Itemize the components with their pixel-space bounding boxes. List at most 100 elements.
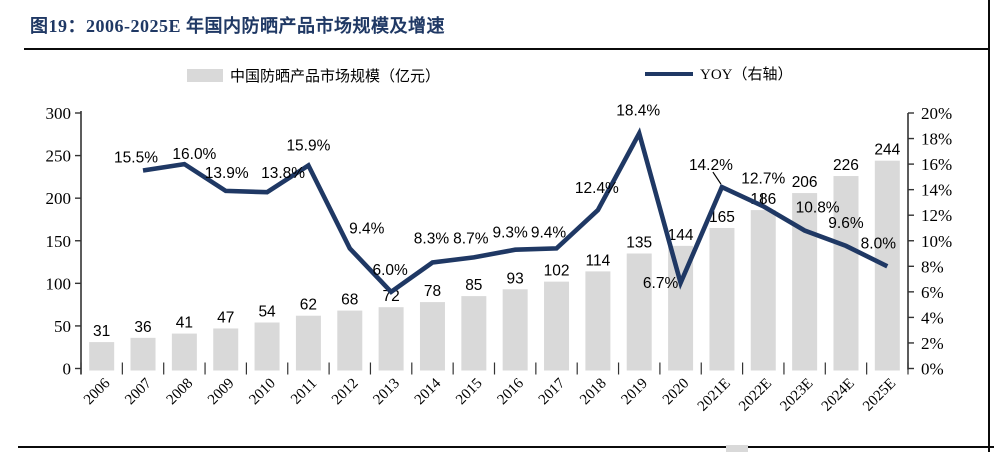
legend-item-market-size: 中国防晒产品市场规模（亿元） [187,65,440,86]
bar-2017 [544,281,570,371]
right-axis-tick-label: 2% [921,334,944,353]
bar-2024E [833,176,859,371]
bar-2007 [130,337,156,371]
x-axis-label-2009: 2009 [205,376,238,409]
x-axis-label-2022E: 2022E [736,376,775,415]
yoy-value-label-2009: 13.9% [205,165,249,182]
left-axis-tick-label: 250 [46,147,72,166]
yoy-value-label-2014: 8.3% [414,230,450,247]
bar-value-label-2016: 93 [507,270,524,287]
bottom-border-notch [726,445,748,452]
yoy-value-label-2019: 18.4% [616,102,660,119]
left-axis-tick-label: 200 [46,189,72,208]
bar-value-label-2012: 68 [341,292,358,309]
left-axis-tick-label: 0 [63,360,72,379]
yoy-value-label-2011: 15.9% [286,137,330,154]
x-axis-label-2023E: 2023E [777,376,816,415]
right-axis-tick-label: 6% [921,283,944,302]
bar-value-label-2020: 144 [668,227,694,244]
bar-series-swatch-icon [187,69,223,82]
bar-value-label-2010: 54 [258,304,276,321]
yoy-value-label-2008: 16.0% [172,146,216,163]
legend-yoy-label: YOY（右轴） [700,67,793,83]
bar-2006 [89,342,115,371]
x-axis-label-2024E: 2024E [819,376,858,415]
right-axis-tick-label: 0% [921,360,944,379]
bar-value-label-2006: 31 [93,323,110,340]
right-axis-tick-label: 14% [921,181,952,200]
yoy-value-label-2022E: 12.7% [741,170,785,187]
bar-value-label-2025E: 244 [874,142,900,159]
panel-right-border [988,0,990,452]
bar-2021E [709,227,735,371]
bar-2013 [378,307,404,371]
right-axis-tick-label: 8% [921,257,944,276]
yoy-value-label-2024E: 9.6% [828,215,864,232]
right-axis-tick-label: 18% [921,130,952,149]
left-axis-tick-label: 100 [46,274,72,293]
bar-value-label-2019: 135 [626,235,652,252]
yoy-value-label-2025E: 8.0% [861,235,897,252]
bar-value-label-2011: 62 [300,297,317,314]
x-axis-label-2019: 2019 [619,376,652,409]
legend-market-size-label: 中国防晒产品市场规模（亿元） [230,69,441,85]
bar-2018 [585,271,611,371]
left-axis-tick-label: 300 [46,104,72,123]
bar-2022E [750,210,776,371]
yoy-value-label-2013: 6.0% [372,262,408,279]
bar-value-label-2007: 36 [134,319,151,336]
left-axis-tick-label: 150 [46,232,72,251]
yoy-value-label-2020: 6.7% [643,275,679,292]
x-axis-label-2010: 2010 [246,376,279,409]
line-series-swatch-icon [645,71,693,76]
yoy-value-label-2010: 13.8% [261,165,305,182]
x-axis-label-2017: 2017 [536,375,569,408]
right-axis-tick-label: 12% [921,206,952,225]
x-axis-label-2018: 2018 [577,376,610,409]
bar-2019 [626,253,652,371]
x-axis-label-2016: 2016 [494,375,527,408]
panel-bottom-border [18,446,994,448]
x-axis-label-2012: 2012 [329,376,362,409]
x-axis-label-2015: 2015 [453,376,486,409]
yoy-value-label-2021E: 14.2% [689,157,733,174]
bar-value-label-2008: 41 [176,315,193,332]
x-axis-label-2020: 2020 [660,376,693,409]
bar-2015 [461,296,487,371]
bar-value-label-2013: 72 [383,288,400,305]
bar-value-label-2014: 78 [424,283,441,300]
right-axis-tick-label: 10% [921,232,952,251]
yoy-value-label-2023E: 10.8% [796,200,840,217]
bar-value-label-2018: 114 [586,252,611,269]
bar-2009 [213,328,239,371]
bar-2016 [502,289,528,371]
bar-value-label-2023E: 206 [792,174,818,191]
bar-2012 [337,310,363,371]
bar-value-label-2009: 47 [217,309,234,326]
x-axis-label-2008: 2008 [164,376,197,409]
x-axis-label-2021E: 2021E [695,376,734,415]
yoy-value-label-2007: 15.5% [114,149,158,166]
figure-title: 图19：2006-2025E 年国内防晒产品市场规模及增速 [30,16,445,36]
yoy-value-label-2015: 8.7% [453,230,489,247]
x-axis-label-2025E: 2025E [860,376,899,415]
bar-value-label-2017: 102 [544,263,570,280]
yoy-line [142,127,889,295]
right-axis-tick-label: 4% [921,308,944,327]
x-axis-label-2006: 2006 [81,375,114,408]
bar-value-label-2021E: 165 [709,209,735,226]
bar-value-label-2015: 85 [465,277,482,294]
legend-item-yoy: YOY（右轴） [645,63,793,84]
bar-2011 [295,315,321,371]
right-axis-tick-label: 16% [921,155,952,174]
left-axis-tick-label: 50 [54,317,71,336]
yoy-value-label-2016: 9.3% [493,225,529,242]
bar-value-label-2024E: 226 [833,157,859,174]
x-axis-label-2014: 2014 [412,375,445,408]
yoy-value-label-2018: 12.4% [575,180,619,197]
bar-2008 [171,333,197,371]
x-axis-label-2011: 2011 [288,376,320,408]
x-axis-label-2013: 2013 [370,376,403,409]
